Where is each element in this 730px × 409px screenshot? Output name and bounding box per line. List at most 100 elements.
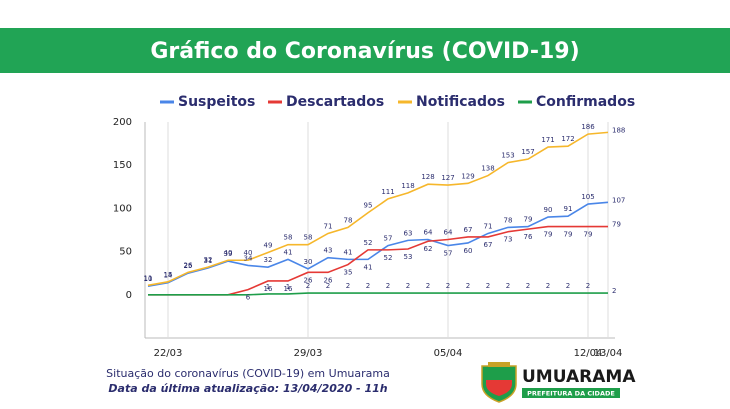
value-label: 32 [204, 256, 213, 264]
legend-label: Descartados [286, 94, 384, 110]
value-label: 2 [366, 282, 370, 290]
value-label: 25 [184, 262, 193, 270]
value-label: 138 [481, 165, 494, 173]
value-label: 79 [584, 231, 593, 239]
value-label: 186 [581, 123, 595, 131]
value-label: 2 [506, 282, 510, 290]
value-label: 95 [364, 202, 373, 210]
value-label: 105 [581, 193, 594, 201]
value-label: 76 [524, 233, 533, 241]
value-label: 67 [484, 241, 493, 249]
value-label: 91 [564, 205, 573, 213]
value-label: 128 [421, 173, 434, 181]
value-label: 2 [406, 282, 410, 290]
value-label: 2 [566, 282, 570, 290]
value-label: 10 [144, 275, 153, 283]
value-label: 127 [441, 174, 454, 182]
value-label: 78 [504, 216, 513, 224]
value-label: 118 [401, 182, 414, 190]
series-line [147, 131, 609, 287]
footer-line1: Situação do coronavírus (COVID-19) em Um… [106, 367, 390, 380]
y-tick-label: 100 [113, 203, 132, 214]
legend-label: Notificados [416, 94, 505, 110]
value-label: 2 [386, 282, 390, 290]
value-label: 1 [266, 283, 270, 291]
footer-line2: Data da última atualização: 13/04/2020 -… [108, 382, 387, 395]
value-label: 64 [444, 229, 453, 237]
value-label: 15 [164, 271, 173, 279]
header-band [0, 28, 730, 73]
value-label: 79 [564, 231, 573, 239]
value-label: 79 [544, 231, 553, 239]
value-label: 52 [384, 254, 393, 262]
logo-crest [481, 362, 517, 403]
x-tick-label: 12/04 [574, 348, 603, 359]
value-label: 26 [324, 276, 333, 284]
value-label: 11 [144, 274, 153, 282]
value-label: 171 [541, 136, 554, 144]
value-label: 111 [381, 188, 394, 196]
value-label: 2 [346, 282, 350, 290]
value-label: 64 [424, 229, 433, 237]
value-label: 6 [246, 294, 251, 302]
value-label: 107 [612, 196, 625, 204]
value-label: 41 [364, 263, 373, 271]
value-label: 40 [244, 249, 253, 257]
logo-bar [522, 388, 620, 398]
value-label: 153 [501, 152, 514, 160]
value-label: 31 [204, 257, 213, 265]
value-label: 30 [304, 258, 313, 266]
value-label: 73 [504, 236, 513, 244]
series-line [148, 292, 608, 296]
value-label: 71 [484, 222, 493, 230]
value-label: 2 [546, 282, 550, 290]
value-label: 2 [426, 282, 430, 290]
series-line [147, 201, 609, 287]
value-label: 39 [224, 250, 233, 258]
value-label: 2 [486, 282, 490, 290]
value-label: 57 [384, 235, 393, 243]
title: Gráfico do Coronavírus (COVID-19) [150, 39, 579, 64]
value-label: 35 [344, 269, 353, 277]
x-tick-label: 22/03 [154, 348, 183, 359]
logo-subtitle: PREFEITURA DA CIDADE [527, 390, 615, 398]
value-label: 49 [264, 241, 273, 249]
value-label: 2 [586, 282, 590, 290]
logo-name: UMUARAMA [522, 367, 636, 387]
value-label: 129 [461, 172, 474, 180]
value-label: 67 [464, 226, 473, 234]
value-label: 2 [446, 282, 450, 290]
x-tick-label: 13/04 [594, 348, 623, 359]
series-line [148, 225, 608, 296]
value-label: 16 [284, 285, 293, 293]
value-label: 2 [526, 282, 530, 290]
value-label: 40 [224, 249, 233, 257]
x-tick-label: 29/03 [294, 348, 323, 359]
value-label: 32 [264, 256, 273, 264]
y-tick-label: 0 [126, 290, 132, 301]
value-label: 2 [306, 282, 310, 290]
value-label: 43 [324, 247, 333, 255]
value-label: 60 [464, 247, 473, 255]
value-label: 78 [344, 216, 353, 224]
value-label: 172 [561, 135, 574, 143]
value-label: 2 [326, 282, 330, 290]
value-label: 52 [364, 239, 373, 247]
value-label: 16 [264, 285, 273, 293]
legend-label: Suspeitos [178, 94, 255, 110]
value-label: 34 [244, 254, 253, 262]
value-label: 41 [344, 248, 353, 256]
value-label: 26 [184, 261, 193, 269]
value-label: 1 [286, 283, 290, 291]
value-label: 41 [284, 248, 293, 256]
value-label: 79 [612, 221, 621, 229]
value-label: 53 [404, 253, 413, 261]
value-label: 62 [424, 245, 433, 253]
value-label: 58 [304, 234, 313, 242]
value-label: 58 [284, 234, 293, 242]
y-tick-label: 150 [113, 160, 132, 171]
value-label: 2 [612, 287, 616, 295]
value-label: 71 [324, 222, 333, 230]
value-label: 2 [466, 282, 470, 290]
